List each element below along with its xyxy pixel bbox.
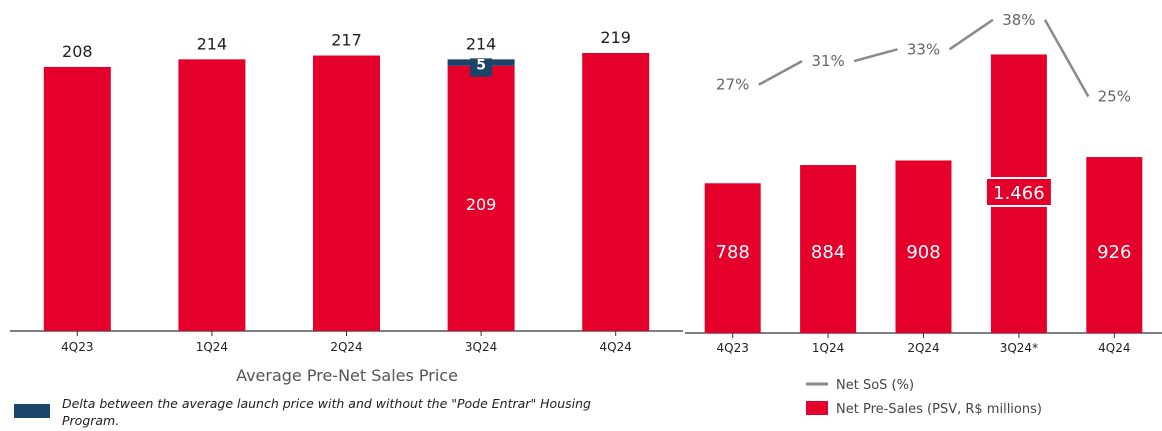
presales-value-label: 884	[811, 242, 845, 263]
legend-sos-label: Net SoS (%)	[836, 378, 914, 393]
left-legend: Delta between the average launch price w…	[14, 396, 591, 428]
sos-value-label: 33%	[907, 40, 940, 58]
price-value-label: 214	[197, 34, 228, 53]
legend-presales-label: Net Pre-Sales (PSV, R$ millions)	[836, 402, 1042, 417]
legend-delta-text-wrap: Delta between the average launch price w…	[62, 396, 591, 428]
sos-line-segment	[1043, 19, 1090, 98]
legend-box-swatch	[806, 401, 828, 415]
right-chart-sales: 788 4Q23 884 1Q24 908 2Q24 1.466 3Q24* 926 4Q24 27…	[685, 11, 1162, 355]
legend-swatch-delta	[14, 404, 50, 418]
price-bar	[178, 59, 246, 332]
sos-value-label: 27%	[716, 76, 749, 94]
price-value-label: 208	[62, 42, 93, 61]
right-x-tick-label: 1Q24	[812, 341, 844, 355]
price-value-label: 217	[331, 31, 362, 50]
presales-value-label: 788	[716, 242, 750, 263]
presales-bar	[704, 183, 761, 333]
presales-bar	[800, 165, 857, 333]
sos-line-segment	[853, 48, 898, 63]
presales-value-label: 908	[906, 242, 940, 263]
price-delta-label-box	[470, 58, 493, 77]
legend-delta-text: Delta between the average launch price w…	[62, 396, 591, 428]
sos-value-label: 31%	[811, 52, 844, 70]
sos-value-label: 38%	[1002, 11, 1035, 29]
right-x-tick-label: 4Q24	[1098, 341, 1130, 355]
price-bar	[43, 66, 111, 331]
presales-bar	[895, 160, 952, 333]
left-x-tick-label: 2Q24	[330, 340, 362, 354]
right-x-tick-label: 3Q24*	[1000, 341, 1038, 355]
left-x-tick-label: 1Q24	[196, 340, 228, 354]
presales-bar	[1086, 157, 1143, 333]
left-chart-title: Average Pre-Net Sales Price	[236, 366, 458, 385]
price-value-label: 219	[600, 28, 631, 47]
sos-line-segment	[948, 18, 994, 51]
presales-label-box	[984, 177, 1053, 207]
left-x-tick-label: 4Q23	[61, 340, 93, 354]
price-bar	[447, 65, 515, 331]
price-bar	[313, 55, 380, 332]
presales-value-label: 926	[1097, 242, 1131, 263]
right-x-tick-label: 2Q24	[907, 341, 939, 355]
left-x-tick-label: 4Q24	[600, 340, 632, 354]
sos-line-segment	[758, 60, 803, 86]
price-bar	[582, 53, 650, 331]
right-legend: Net SoS (%) Net Pre-Sales (PSV, R$ milli…	[806, 378, 1042, 417]
price-delta-label: 5	[476, 57, 486, 73]
left-chart-price: 208 4Q23 214 1Q24 217 2Q24 5 214 209 3Q24 219 4Q24	[10, 28, 683, 354]
sos-value-label: 25%	[1098, 88, 1131, 106]
right-x-tick-label: 4Q23	[717, 341, 749, 355]
price-value-label: 214	[466, 34, 497, 53]
left-x-tick-label: 3Q24	[465, 340, 497, 354]
presales-value-label: 1.466	[993, 183, 1045, 204]
price-inner-label: 209	[466, 195, 497, 214]
